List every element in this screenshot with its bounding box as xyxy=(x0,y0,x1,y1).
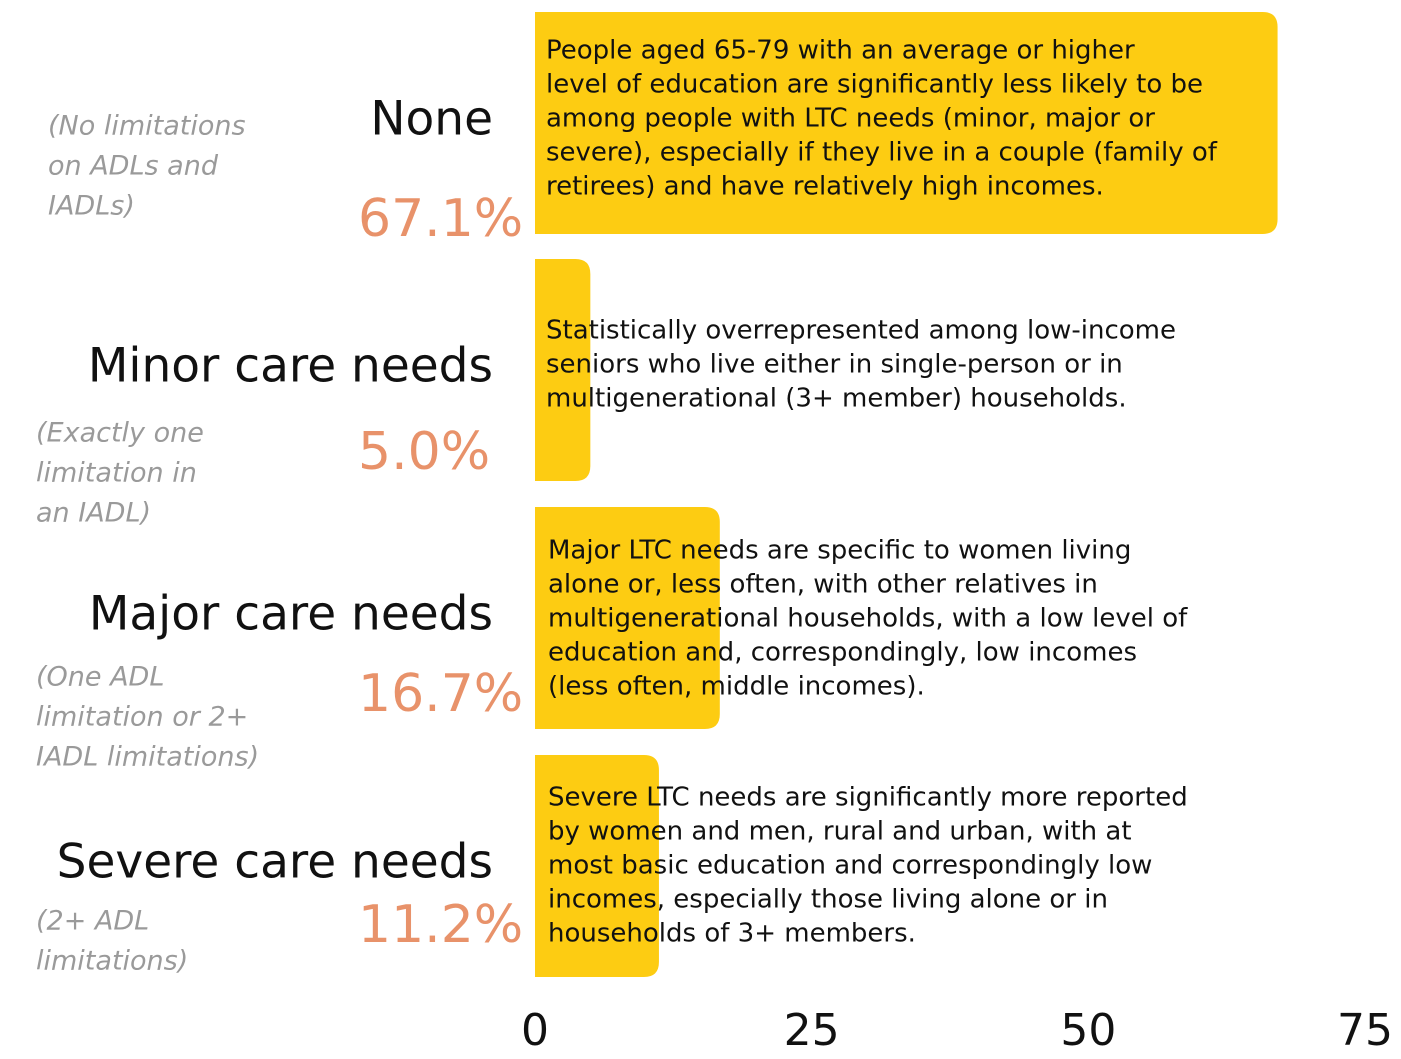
x-tick-label: 25 xyxy=(784,1005,840,1055)
sublabel: an IADL) xyxy=(36,498,151,529)
annotation: among people with LTC needs (minor, majo… xyxy=(546,104,1155,134)
bar xyxy=(535,755,659,977)
annotation: (less often, middle incomes). xyxy=(548,672,925,702)
sublabel: limitation in xyxy=(36,458,197,489)
x-tick-label: 50 xyxy=(1060,1005,1116,1055)
annotation: incomes, especially those living alone o… xyxy=(548,885,1108,915)
annotation: education and, correspondingly, low inco… xyxy=(548,638,1137,668)
value-label: 5.0% xyxy=(358,422,490,482)
value-label: 11.2% xyxy=(358,895,523,955)
sublabel: IADL limitations) xyxy=(36,742,259,773)
sublabel: limitation or 2+ xyxy=(36,702,248,733)
annotation: Statistically overrepresented among low-… xyxy=(546,316,1176,346)
annotation: households of 3+ members. xyxy=(548,919,916,949)
bar xyxy=(535,259,591,481)
category-label: Major care needs xyxy=(89,587,493,642)
bar xyxy=(535,507,720,729)
annotation: seniors who live either in single-person… xyxy=(546,350,1123,380)
annotation: Major LTC needs are specific to women li… xyxy=(548,536,1131,566)
category-label: Severe care needs xyxy=(57,835,493,890)
bar xyxy=(535,12,1278,234)
sublabel: (2+ ADL xyxy=(36,906,149,937)
sublabel: (Exactly one xyxy=(36,418,204,449)
x-tick-label: 75 xyxy=(1337,1005,1393,1055)
annotation: by women and men, rural and urban, with … xyxy=(548,817,1132,847)
sublabel: (No limitations xyxy=(48,111,246,142)
annotation: People aged 65-79 with an average or hig… xyxy=(546,36,1135,66)
annotation: alone or, less often, with other relativ… xyxy=(548,570,1098,600)
sublabel: limitations) xyxy=(36,946,188,977)
annotation: multigenerational (3+ member) households… xyxy=(546,384,1127,414)
value-label: 16.7% xyxy=(358,664,523,724)
value-label: 67.1% xyxy=(358,189,523,249)
annotation: level of education are significantly les… xyxy=(546,70,1203,100)
annotation: most basic education and correspondingly… xyxy=(548,851,1152,881)
x-tick-label: 0 xyxy=(521,1005,549,1055)
annotation: Severe LTC needs are significantly more … xyxy=(548,783,1188,813)
category-label: Minor care needs xyxy=(88,339,493,394)
annotation: severe), especially if they live in a co… xyxy=(546,138,1218,168)
category-label: None xyxy=(370,92,493,147)
annotation: multigenerational households, with a low… xyxy=(548,604,1188,634)
sublabel: (One ADL xyxy=(36,662,164,693)
annotation: retirees) and have relatively high incom… xyxy=(546,172,1104,202)
sublabel: IADLs) xyxy=(48,191,135,222)
sublabel: on ADLs and xyxy=(48,151,219,182)
